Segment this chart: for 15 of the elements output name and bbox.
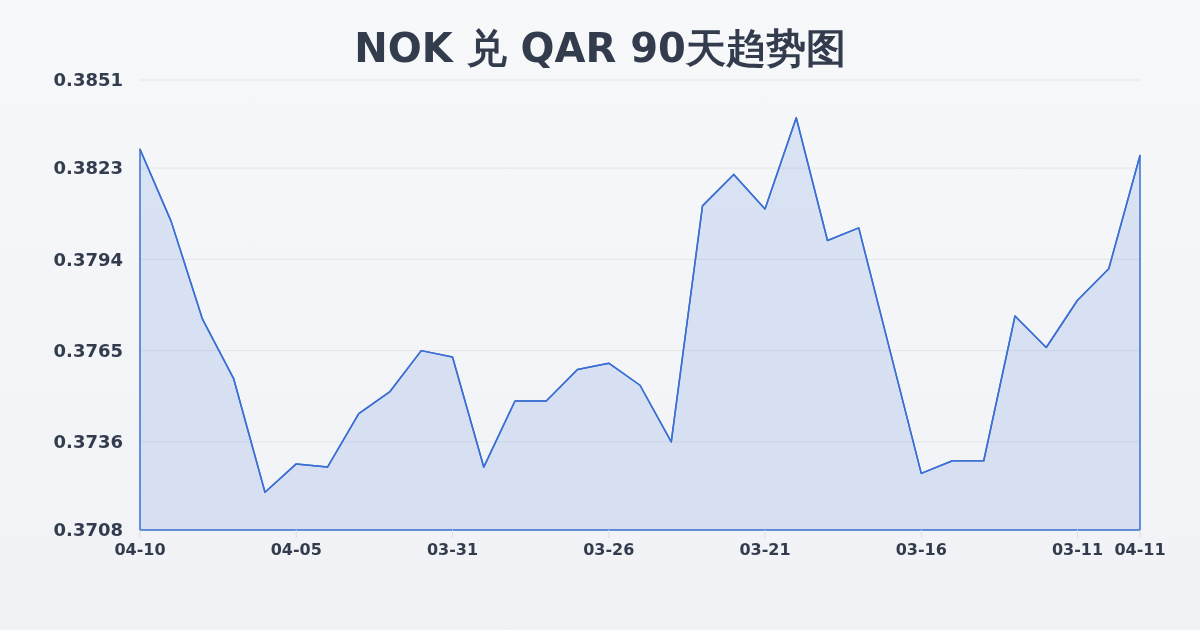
y-tick-label: 0.3794: [53, 248, 123, 270]
x-tick-label: 04-05: [270, 540, 322, 559]
x-tick-label: 03-21: [739, 540, 791, 559]
x-tick-label: 04-11: [1114, 540, 1166, 559]
y-tick-label: 0.3823: [53, 157, 123, 179]
x-tick-label: 04-10: [114, 540, 166, 559]
y-tick-label: 0.3765: [53, 339, 123, 361]
x-tick-label: 03-26: [583, 540, 635, 559]
x-tick-label: 03-31: [426, 540, 479, 559]
x-tick-label: 03-16: [895, 540, 947, 559]
chart-title: NOK 兑 QAR 90天趋势图: [354, 25, 846, 71]
y-tick-label: 0.3851: [53, 69, 123, 91]
x-tick-label: 03-11: [1051, 540, 1104, 559]
y-tick-label: 0.3736: [53, 431, 123, 453]
y-tick-label: 0.3708: [53, 519, 123, 541]
